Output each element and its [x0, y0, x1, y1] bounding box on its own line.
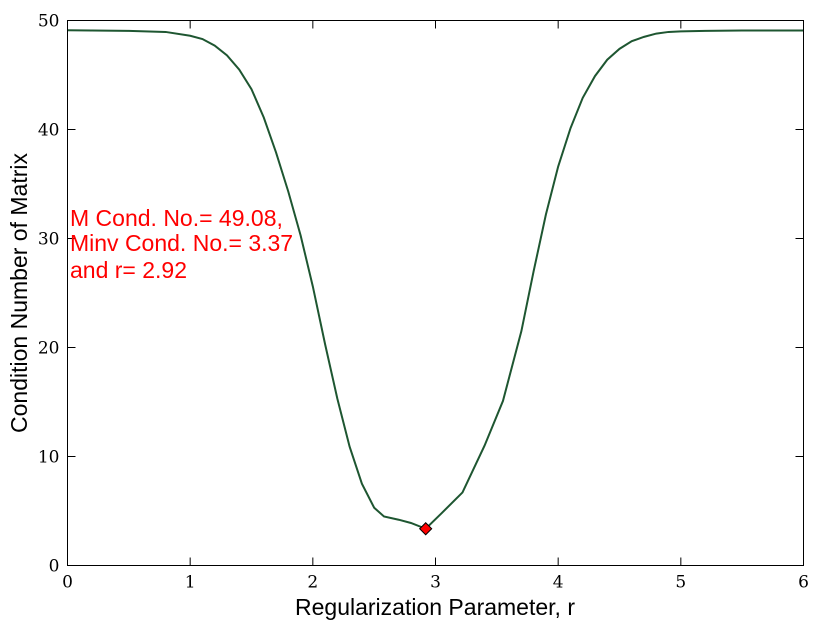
x-tick-label: 4 — [553, 573, 564, 593]
minimum-marker — [418, 522, 433, 536]
x-tick-label: 5 — [675, 573, 686, 593]
y-tick-label: 20 — [38, 339, 60, 359]
y-axis-title: Condition Number of Matrix — [6, 153, 32, 433]
x-tick-label: 6 — [798, 573, 809, 593]
y-tick-label: 50 — [38, 12, 60, 32]
y-tick-label: 40 — [38, 121, 60, 141]
annotation-line-2: Minv Cond. No.= 3.37 — [70, 230, 293, 256]
x-tick-label: 3 — [430, 573, 441, 593]
x-tick-label: 2 — [307, 573, 318, 593]
x-axis-title: Regularization Parameter, r — [295, 594, 575, 620]
y-tick-label: 30 — [38, 230, 60, 250]
x-tick-label: 1 — [185, 573, 196, 593]
x-tick-label: 0 — [62, 573, 73, 593]
series-line — [67, 29, 804, 530]
plot-frame — [67, 20, 804, 566]
annotation-line-1: M Cond. No.= 49.08, — [70, 205, 283, 231]
y-tick-label: 0 — [49, 557, 60, 577]
annotation-line-3: and r= 2.92 — [70, 257, 187, 283]
y-tick-label: 10 — [38, 448, 60, 468]
tick-labels: 0 1 2 3 4 5 6 0 10 20 30 40 50 — [38, 12, 809, 593]
